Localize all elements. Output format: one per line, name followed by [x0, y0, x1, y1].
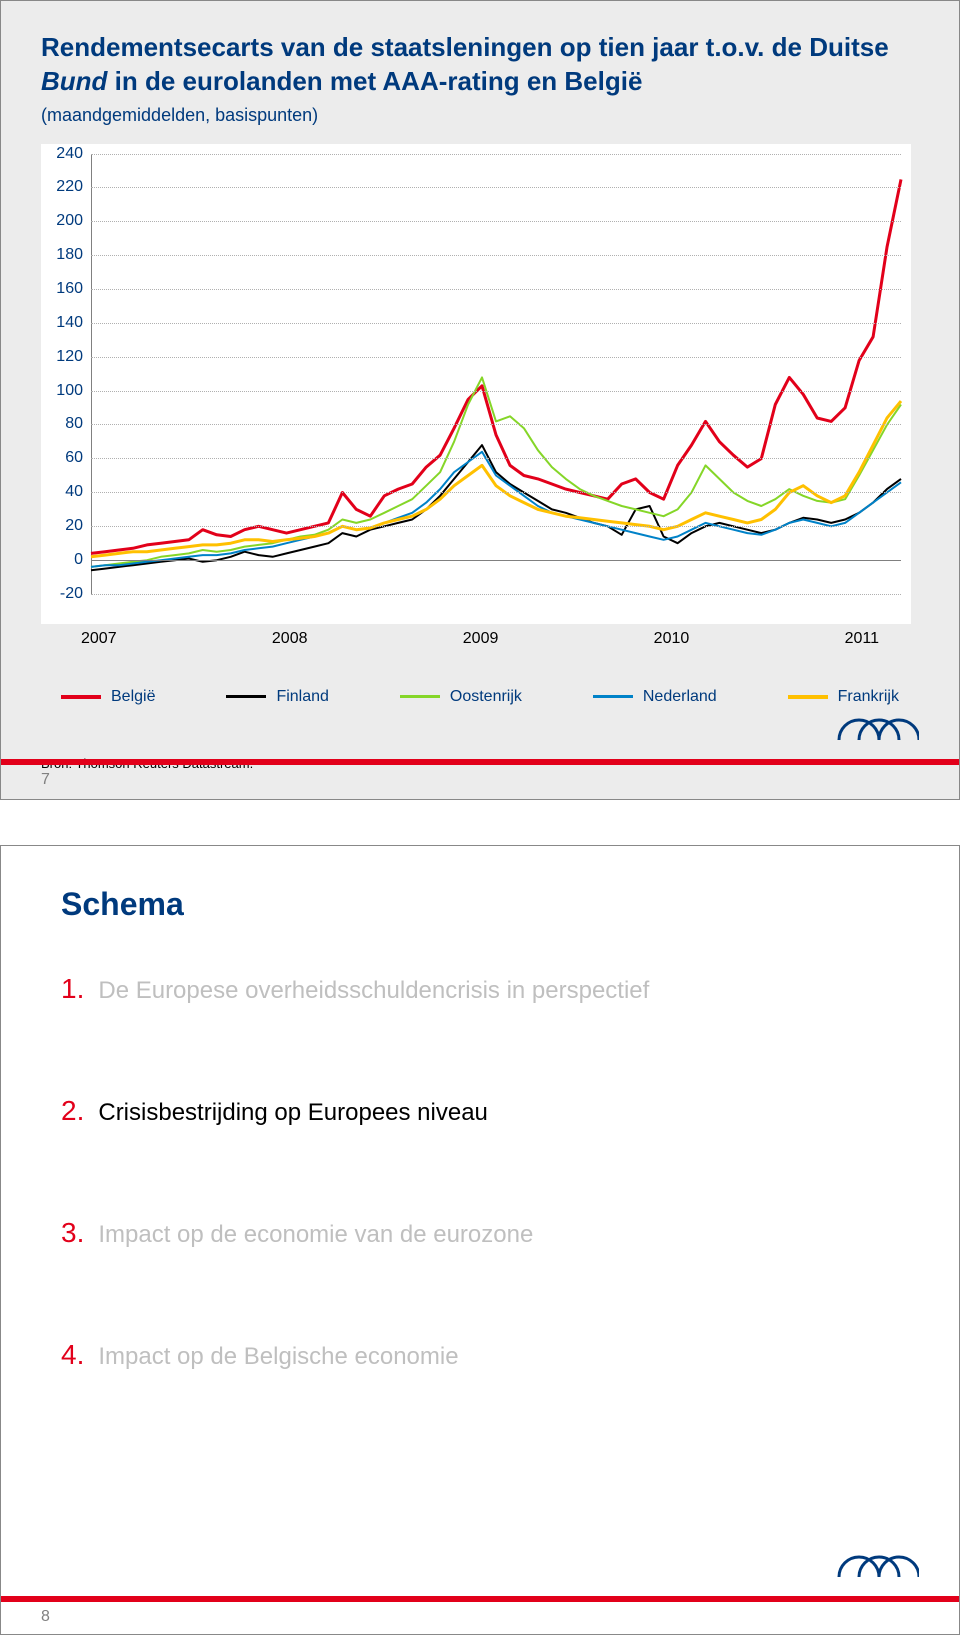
schema-item-text: Impact op de Belgische economie [98, 1343, 458, 1371]
y-tick-label: 100 [56, 382, 83, 400]
gridline [91, 187, 901, 188]
legend-swatch [593, 695, 633, 698]
chart-canvas: -20020406080100120140160180200220240 [91, 154, 901, 594]
x-axis-labels: 2007 2008 2009 2010 2011 [41, 630, 919, 648]
chart-area: -20 0 20 40 60 80 100 120 140 160 180 200 220 240 [41, 144, 911, 624]
legend-label: België [111, 688, 155, 706]
schema-item-number: 4. [61, 1339, 84, 1371]
schema-item: 1. De Europese overheidsschuldencrisis in… [61, 973, 899, 1005]
y-tick-label: 220 [56, 178, 83, 196]
y-tick-label: 40 [65, 483, 83, 501]
gridline [91, 323, 901, 324]
legend-swatch [226, 695, 266, 698]
legend-item: Oostenrijk [400, 688, 522, 706]
legend-swatch [61, 695, 101, 699]
y-tick-label: 80 [65, 415, 83, 433]
y-tick-label: 0 [74, 551, 83, 569]
legend-label: Oostenrijk [450, 688, 522, 706]
slide-7: Rendementsecarts van de staatsleningen o… [0, 0, 960, 800]
legend-item: Finland [226, 688, 328, 706]
legend-item: Nederland [593, 688, 717, 706]
slide-8: Schema 1. De Europese overheidsschuldencr… [0, 845, 960, 1635]
gridline [91, 221, 901, 222]
gridline [91, 391, 901, 392]
schema-item-number: 3. [61, 1217, 84, 1249]
page-number: 7 [41, 771, 50, 789]
y-tick-label: 200 [56, 212, 83, 230]
y-tick-label: 120 [56, 348, 83, 366]
x-tick-label: 2010 [654, 630, 690, 648]
x-tick-label: 2008 [272, 630, 308, 648]
gridline [91, 255, 901, 256]
y-tick-label: 160 [56, 280, 83, 298]
schema-item-number: 2. [61, 1095, 84, 1127]
schema-item-text: De Europese overheidsschuldencrisis in p… [98, 977, 649, 1005]
gridline [91, 526, 901, 527]
schema-item-text: Impact op de economie van de eurozone [98, 1221, 533, 1249]
gridline [91, 458, 901, 459]
chart-lines [91, 154, 901, 594]
legend-item: België [61, 688, 155, 706]
legend-swatch [400, 695, 440, 698]
schema-item: 4. Impact op de Belgische economie [61, 1339, 899, 1371]
title-part-a: Rendementsecarts van de staatsleningen o… [41, 32, 889, 62]
series-Nederland [91, 451, 901, 566]
y-tick-label: 60 [65, 449, 83, 467]
x-tick-label: 2007 [81, 630, 117, 648]
chart-legend: BelgiëFinlandOostenrijkNederlandFrankrij… [41, 688, 919, 706]
x-tick-label: 2011 [845, 630, 879, 648]
gridline [91, 594, 901, 595]
gridline [91, 154, 901, 155]
schema-item-text: Crisisbestrijding op Europees niveau [98, 1099, 488, 1127]
legend-swatch [788, 695, 828, 699]
chart-title: Rendementsecarts van de staatsleningen o… [41, 31, 919, 99]
legend-label: Nederland [643, 688, 717, 706]
x-tick-label: 2009 [463, 630, 499, 648]
schema-item-number: 1. [61, 973, 84, 1005]
title-part-b: in de eurolanden met AAA-rating en Belgi… [107, 66, 642, 96]
gridline [91, 289, 901, 290]
schema-heading: Schema [1, 846, 959, 923]
title-italic: Bund [41, 66, 107, 96]
y-tick-label: 240 [56, 145, 83, 163]
y-tick-label: 20 [65, 517, 83, 535]
page-number: 8 [41, 1608, 50, 1626]
gridline [91, 357, 901, 358]
nbb-logo-icon [834, 1529, 919, 1584]
footer-bar [1, 1596, 959, 1602]
slide-content: Rendementsecarts van de staatsleningen o… [1, 1, 959, 791]
footer-bar [1, 759, 959, 765]
nbb-logo-icon [834, 692, 919, 747]
y-tick-label: -20 [60, 585, 83, 603]
legend-label: Finland [276, 688, 328, 706]
schema-item: 2. Crisisbestrijding op Europees niveau [61, 1095, 899, 1127]
gridline [91, 492, 901, 493]
y-tick-label: 180 [56, 246, 83, 264]
schema-list: 1. De Europese overheidsschuldencrisis in… [1, 923, 959, 1371]
chart-subtitle: (maandgemiddelden, basispunten) [41, 105, 919, 126]
gridline [91, 424, 901, 425]
y-tick-label: 140 [56, 314, 83, 332]
gridline [91, 560, 901, 561]
schema-item: 3. Impact op de economie van de eurozone [61, 1217, 899, 1249]
